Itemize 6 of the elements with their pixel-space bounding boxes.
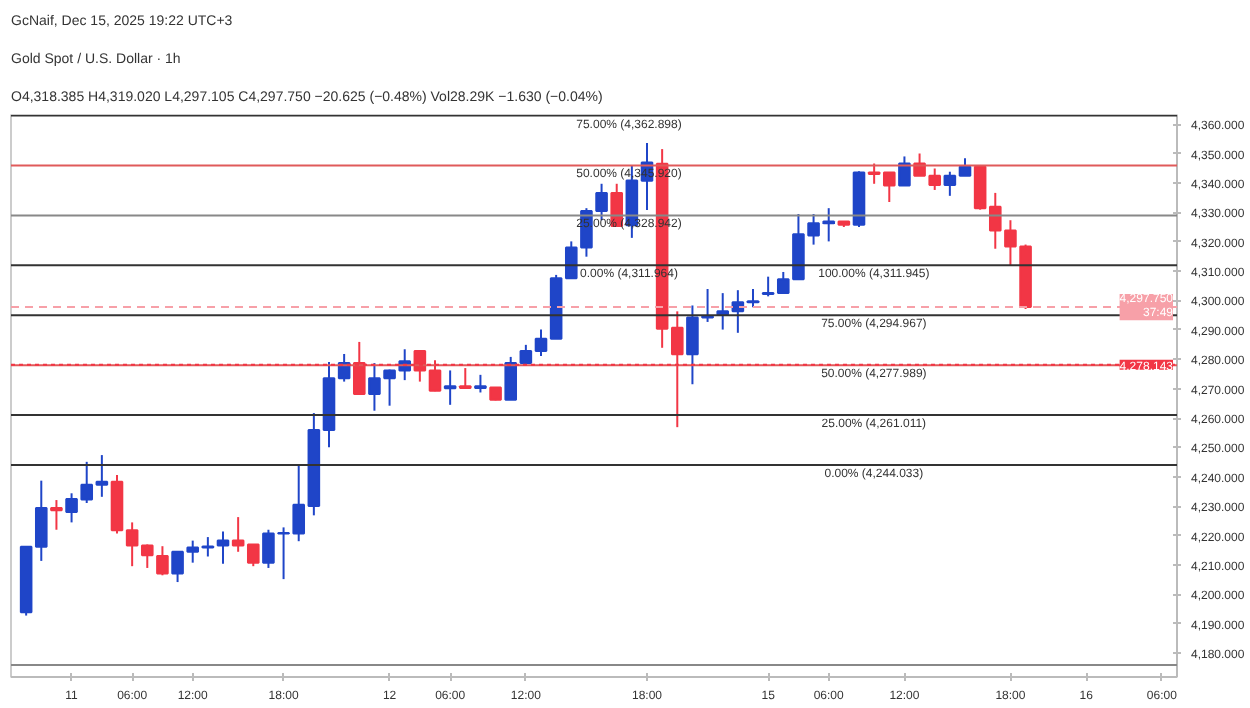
candlestick [898,155,911,187]
candlestick [458,367,472,390]
candlestick [50,499,63,531]
candlestick [156,545,169,577]
candlestick [443,369,457,406]
candlestick [216,530,230,565]
